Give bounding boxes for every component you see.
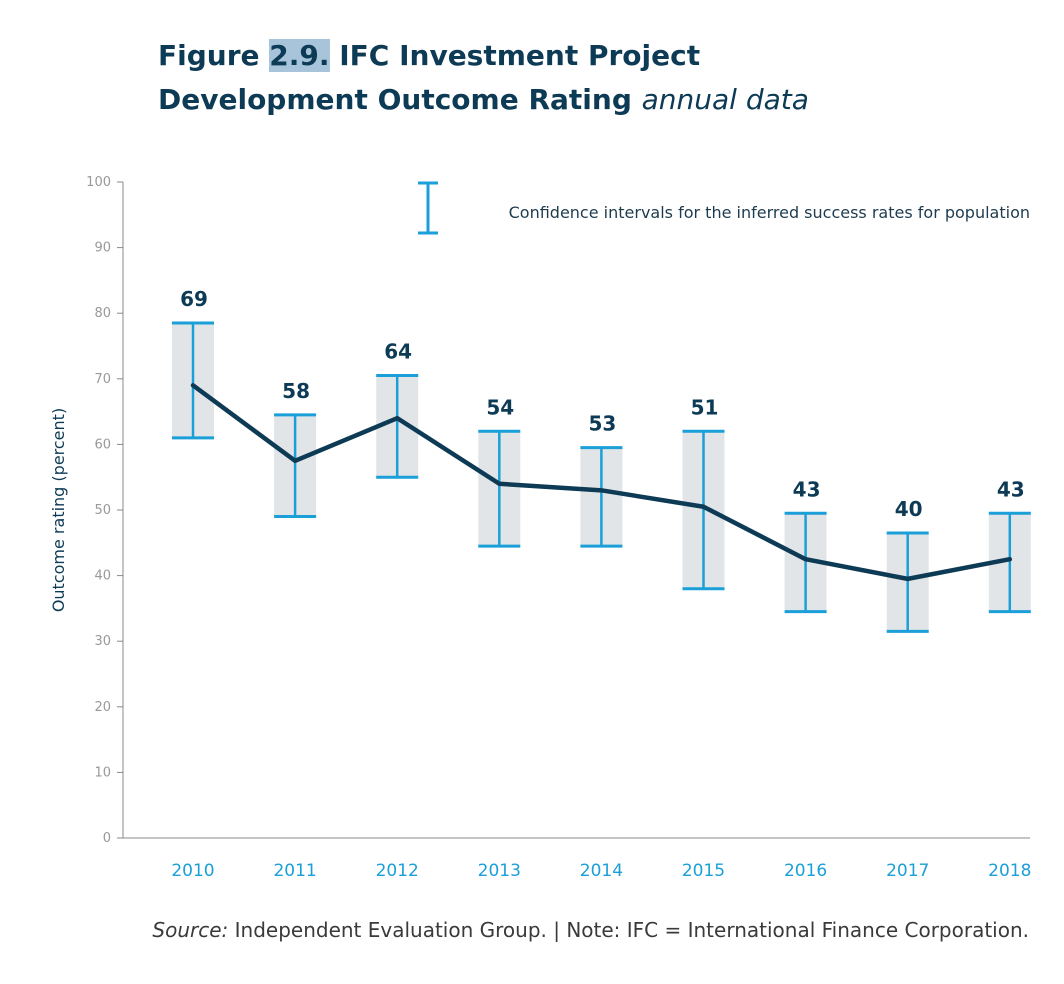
series-line-group [190, 383, 1013, 582]
legend-text: Confidence intervals for the inferred su… [509, 203, 1030, 222]
data-label: 43 [997, 477, 1025, 501]
x-tick-label: 2014 [580, 861, 623, 881]
data-label: 69 [180, 287, 208, 311]
data-label: 40 [895, 497, 923, 521]
chart-title: Figure 2.9. IFC Investment Project Devel… [158, 34, 809, 122]
data-point [703, 506, 704, 508]
data-label: 58 [282, 379, 310, 403]
data-label: 51 [691, 395, 719, 419]
y-tick-label: 40 [94, 569, 111, 584]
x-tick-label: 2017 [886, 861, 929, 881]
y-tick-label: 70 [94, 372, 111, 387]
y-tick-label: 0 [103, 831, 111, 846]
x-tick-label: 2011 [273, 861, 316, 881]
y-tick-label: 90 [94, 241, 111, 256]
data-point [396, 417, 398, 419]
figure-number: 2.9. [269, 39, 330, 72]
legend: Confidence intervals for the inferred su… [418, 181, 1030, 235]
source-text: Independent Evaluation Group. | Note: IF… [228, 918, 1029, 942]
axes: 0 10 20 30 40 50 60 70 80 90 100 2010 2011 2012 2013 20… [49, 175, 1031, 881]
x-tick-label: 2010 [171, 861, 214, 881]
title-line-2: Development Outcome Rating annual data [158, 78, 809, 122]
source-note: Source: Independent Evaluation Group. | … [0, 918, 1029, 942]
data-point [498, 483, 500, 485]
chart-svg: 0 10 20 30 40 50 60 70 80 90 100 2010 2011 2012 2013 20… [49, 175, 1031, 881]
title-line2-bold: Development Outcome Rating [158, 83, 642, 116]
y-tick-label: 80 [94, 306, 111, 321]
data-point [600, 489, 602, 491]
data-labels: 69 58 64 54 53 51 43 40 43 [180, 287, 1025, 521]
title-subtitle: annual data [641, 83, 809, 116]
data-label: 64 [384, 340, 412, 364]
data-label: 54 [486, 395, 514, 419]
data-label: 53 [588, 412, 616, 436]
y-axis-label: Outcome rating (percent) [49, 408, 68, 612]
data-point [907, 578, 909, 580]
x-tick-label: 2018 [988, 861, 1031, 881]
y-tick-label: 20 [94, 700, 111, 715]
title-line1-rest: IFC Investment Project [329, 39, 701, 72]
title-prefix: Figure [158, 39, 270, 72]
y-tick-label: 10 [94, 765, 111, 780]
x-tick-label: 2016 [784, 861, 827, 881]
data-point [192, 384, 194, 386]
source-label: Source: [152, 918, 229, 942]
x-tick-label: 2015 [682, 861, 725, 881]
y-tick-label: 100 [86, 175, 111, 190]
data-point [294, 460, 296, 462]
data-point [805, 558, 807, 560]
x-tick-label: 2012 [376, 861, 419, 881]
data-label: 43 [793, 477, 821, 501]
x-tick-label: 2013 [478, 861, 521, 881]
confidence-intervals [172, 321, 1031, 633]
title-line-1: Figure 2.9. IFC Investment Project [158, 34, 809, 78]
y-tick-label: 50 [94, 503, 111, 518]
y-tick-label: 60 [94, 437, 111, 452]
y-tick-label: 30 [94, 634, 111, 649]
data-point [1009, 558, 1011, 560]
